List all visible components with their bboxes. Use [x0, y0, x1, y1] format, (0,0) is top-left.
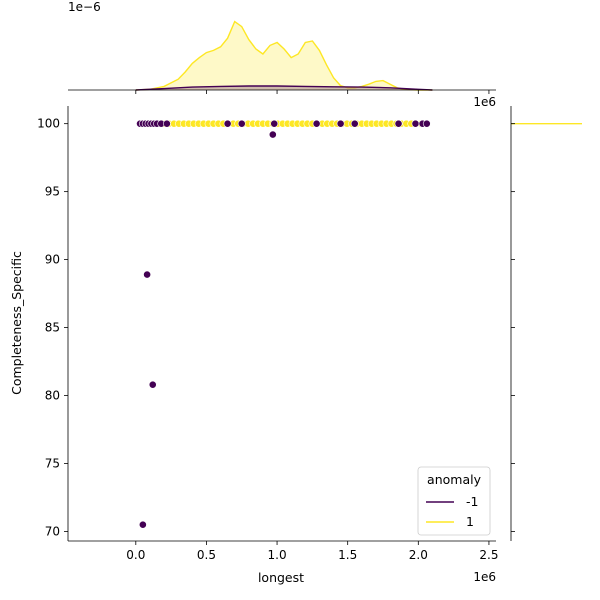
- x-tick-label: 2.0: [409, 548, 428, 562]
- top-marginal-line-1: [135, 20, 433, 91]
- scatter-point-neg1: [148, 380, 157, 389]
- x-axis-ticks: 0.0 0.5 1.0 1.5 2.0 2.5: [126, 541, 498, 562]
- scatter-point-neg1: [162, 119, 171, 128]
- legend: anomaly -1 1: [417, 466, 491, 536]
- top-marginal-ticks: [135, 90, 490, 94]
- top-marginal-x-offset-text: 1e6: [473, 95, 496, 109]
- y-tick-label: 80: [45, 389, 60, 403]
- scatter-point-neg1: [336, 119, 345, 128]
- scatter-points: [136, 119, 431, 529]
- y-tick-label: 70: [45, 524, 60, 538]
- x-axis-label: longest: [258, 570, 304, 585]
- legend-label-1: 1: [466, 514, 474, 529]
- y-tick-label: 90: [45, 253, 60, 267]
- x-axis-offset-text: 1e6: [473, 570, 496, 584]
- y-tick-label: 85: [45, 321, 60, 335]
- scatter-point-neg1: [223, 119, 232, 128]
- x-tick-label: 2.5: [479, 548, 498, 562]
- scatter-point-neg1: [237, 119, 246, 128]
- y-tick-label: 100: [37, 117, 60, 131]
- x-tick-label: 0.0: [126, 548, 145, 562]
- top-marginal-offset-text: 1e−6: [68, 0, 101, 14]
- legend-title: anomaly: [427, 472, 482, 487]
- scatter-point-neg1: [312, 119, 321, 128]
- y-tick-label: 95: [45, 185, 60, 199]
- scatter-point-neg1: [411, 119, 420, 128]
- scatter-point-neg1: [394, 119, 403, 128]
- y-axis-label: Completeness_Specific: [9, 251, 24, 395]
- x-tick-label: 0.5: [197, 548, 216, 562]
- x-tick-label: 1.5: [338, 548, 357, 562]
- legend-label-neg1: -1: [466, 494, 478, 509]
- legend-box: [417, 466, 491, 536]
- scatter-point-neg1: [268, 130, 277, 139]
- right-marginal-ticks: [511, 123, 515, 532]
- top-marginal-area-1: [135, 21, 433, 91]
- top-marginal-kde: [135, 20, 433, 91]
- scatter-point-neg1: [143, 270, 152, 279]
- scatter-point-neg1: [422, 119, 431, 128]
- top-marginal-line-neg1: [135, 85, 433, 91]
- scatter-point-neg1: [270, 119, 279, 128]
- x-tick-label: 1.0: [268, 548, 287, 562]
- y-tick-label: 75: [45, 457, 60, 471]
- y-axis-ticks: 70 75 80 85 90 95 100: [37, 117, 68, 538]
- scatter-point-neg1: [138, 520, 147, 529]
- scatter-point-neg1: [350, 119, 359, 128]
